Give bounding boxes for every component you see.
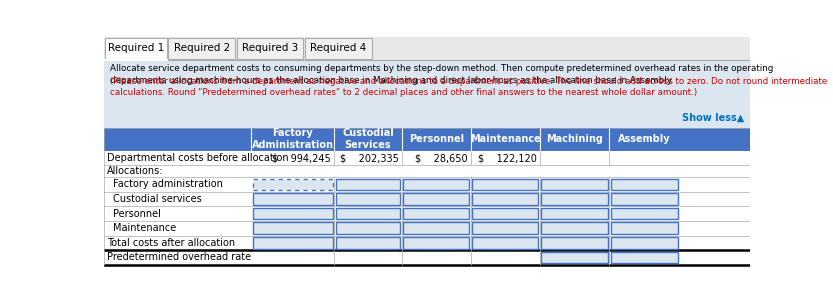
Bar [336,193,400,205]
Bar [403,178,469,190]
Text: Required 2: Required 2 [173,43,230,53]
Bar [305,38,372,59]
Text: Total costs after allocation: Total costs after allocation [107,238,236,248]
Text: $    994,245: $ 994,245 [272,153,332,163]
Text: Maintenance: Maintenance [113,223,177,233]
Text: Allocate service department costs to consuming departments by the step-down meth: Allocate service department costs to con… [110,64,773,85]
Bar [104,235,750,250]
Bar [104,192,750,206]
Bar [611,222,678,234]
Bar [472,237,538,249]
Bar [541,222,608,234]
Text: Departmental costs before allocation: Departmental costs before allocation [107,153,289,163]
Bar [253,208,332,219]
Text: Required 3: Required 3 [242,43,298,53]
Text: Allocations:: Allocations: [107,166,164,176]
Bar [104,128,750,151]
Bar [104,151,750,165]
Bar [472,178,538,190]
Bar [611,193,678,205]
Bar [104,177,750,192]
Bar [104,250,750,265]
Bar [253,237,332,249]
Bar [472,193,538,205]
Bar [237,38,303,59]
Bar [611,237,678,249]
Text: $    202,335: $ 202,335 [340,153,399,163]
Bar [168,38,235,59]
Bar [336,222,400,234]
Bar [541,237,608,249]
Text: Custodial
Services: Custodial Services [342,128,394,150]
Bar [253,178,332,190]
Text: Custodial services: Custodial services [113,194,202,204]
Text: Factory administration: Factory administration [113,179,223,189]
Text: Predetermined overhead rate: Predetermined overhead rate [107,252,252,262]
Text: Personnel: Personnel [409,134,464,144]
Bar [403,237,469,249]
Text: $    122,120: $ 122,120 [477,153,536,163]
Bar [104,165,750,177]
Bar [336,208,400,219]
Text: Show less▲: Show less▲ [682,113,744,123]
Text: Personnel: Personnel [113,208,162,219]
Bar [105,38,167,59]
Bar [104,60,750,128]
Text: Required 1: Required 1 [107,43,164,53]
Bar [104,206,750,221]
Bar [541,193,608,205]
Bar [472,222,538,234]
Text: $    28,650: $ 28,650 [415,153,467,163]
Bar [253,222,332,234]
Bar [253,193,332,205]
Bar [541,252,608,263]
Bar [541,208,608,219]
Bar [611,252,678,263]
Bar [611,178,678,190]
Text: (Please enter allocations from a department as negative and allocations to a dep: (Please enter allocations from a departm… [110,77,827,97]
Bar [403,222,469,234]
Text: Assembly: Assembly [618,134,671,144]
Bar [403,193,469,205]
Bar [403,208,469,219]
Bar [472,208,538,219]
Bar [104,221,750,235]
Text: Machining: Machining [546,134,603,144]
Bar [541,178,608,190]
Text: Factory
Administration: Factory Administration [252,128,334,150]
Bar [611,208,678,219]
Text: Required 4: Required 4 [310,43,367,53]
Text: Maintenance: Maintenance [470,134,541,144]
Bar [104,37,750,60]
Bar [336,178,400,190]
Bar [336,237,400,249]
